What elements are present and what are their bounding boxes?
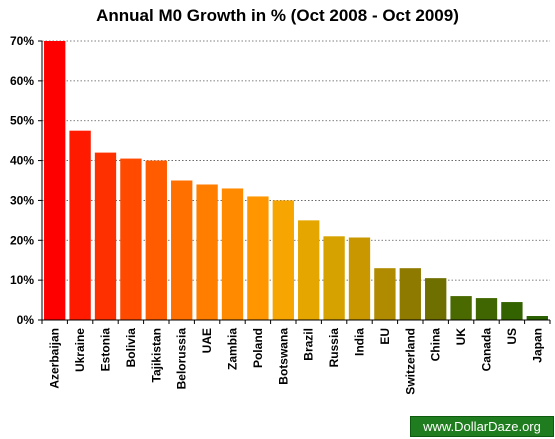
bar-china: [425, 278, 447, 320]
bar-tajikistan: [145, 160, 167, 320]
x-tick-label: Poland: [251, 328, 265, 368]
bar-poland: [247, 196, 269, 320]
x-tick-label: India: [353, 328, 367, 356]
bar-estonia: [94, 152, 117, 320]
bars: [44, 41, 548, 320]
y-tick-label: 40%: [10, 154, 34, 168]
x-tick-label: Bolivia: [124, 328, 138, 368]
x-tick-label: Canada: [480, 328, 494, 372]
y-tick-label: 70%: [10, 34, 34, 48]
bar-botswana: [272, 200, 294, 320]
bar-zambia: [221, 188, 244, 320]
bar-ukraine: [69, 130, 91, 320]
x-tick-label: Japan: [530, 328, 544, 363]
x-tick-label: Estonia: [99, 328, 113, 372]
bar-canada: [475, 298, 498, 320]
x-tick-label: Zambia: [226, 328, 240, 370]
bar-brazil: [298, 220, 320, 320]
bar-japan: [526, 316, 548, 320]
chart-title: Annual M0 Growth in % (Oct 2008 - Oct 20…: [96, 6, 459, 25]
x-tick-label: Russia: [327, 328, 341, 368]
y-tick-label: 30%: [10, 193, 34, 207]
x-tick-label: Switzerland: [403, 328, 417, 395]
x-tick-label: EU: [378, 328, 392, 345]
x-tick-label: Ukraine: [73, 328, 87, 372]
x-tick-label: Tajikistan: [149, 328, 163, 382]
y-tick-label: 0%: [17, 313, 35, 327]
bar-azerbaijan: [44, 41, 66, 320]
watermark-badge[interactable]: www.DollarDaze.org: [410, 416, 554, 437]
gridlines: [42, 40, 550, 281]
bar-uk: [450, 296, 472, 320]
y-tick-label: 10%: [10, 273, 34, 287]
bar-switzerland: [399, 268, 421, 320]
y-tick-label: 60%: [10, 74, 34, 88]
x-tick-label: China: [429, 328, 443, 362]
bar-india: [348, 237, 371, 320]
bar-russia: [323, 236, 345, 320]
bar-eu: [374, 268, 396, 320]
x-tick-label: Brazil: [302, 328, 316, 361]
x-tick-label: Botswana: [276, 328, 290, 385]
x-tick-label: Azerbaijan: [48, 328, 62, 389]
bar-belorussia: [171, 180, 193, 320]
y-tick-label: 50%: [10, 114, 34, 128]
x-tick-label: UAE: [200, 328, 214, 353]
bar-us: [501, 302, 523, 320]
axes: [38, 40, 551, 324]
bar-bolivia: [120, 158, 142, 320]
x-tick-label: UK: [454, 328, 468, 346]
x-tick-labels: Azerbaijan Ukraine Estonia Bolivia Tajikista…: [48, 328, 545, 395]
y-tick-label: 20%: [10, 233, 34, 247]
x-tick-label: US: [505, 328, 519, 345]
x-tick-label: Belorussia: [175, 328, 189, 390]
y-tick-labels: 0% 10% 20% 30% 40% 50% 60% 70%: [10, 34, 34, 327]
bar-uae: [196, 184, 218, 320]
